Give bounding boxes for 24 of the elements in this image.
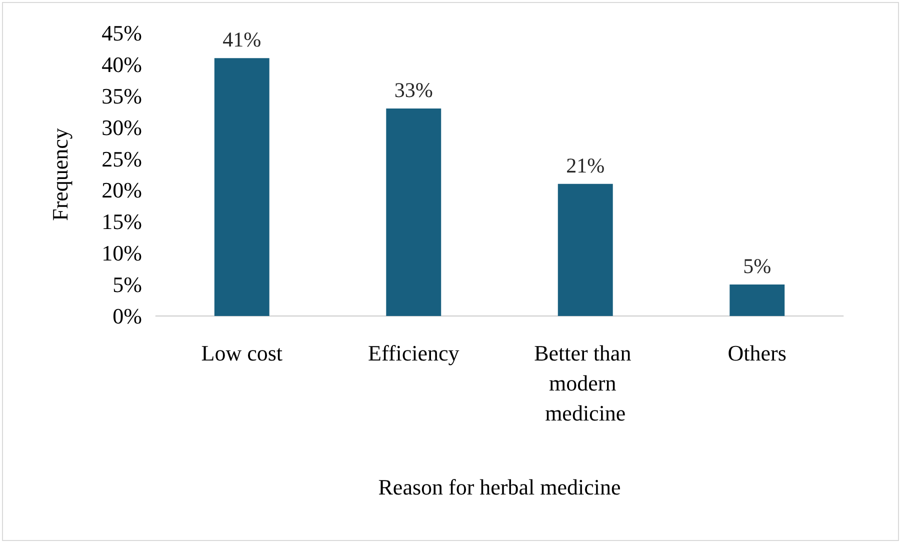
y-tick-label: 35% <box>102 83 142 108</box>
y-tick-label: 0% <box>112 304 142 328</box>
x-tick-label: Better than modern medicine <box>534 340 637 426</box>
x-axis-title: Reason for herbal medicine <box>378 474 621 500</box>
x-tick-label: Efficiency <box>368 340 460 366</box>
x-tick-label: Low cost <box>201 340 283 366</box>
x-tick-label: Others <box>728 340 786 366</box>
data-label: 21% <box>566 153 605 178</box>
data-label: 5% <box>743 254 772 278</box>
y-tick-label: 15% <box>102 209 142 234</box>
y-tick-label: 5% <box>112 272 142 298</box>
bar <box>558 184 613 316</box>
bar <box>214 58 270 316</box>
bar <box>386 108 442 316</box>
y-tick-label: 45% <box>102 20 142 46</box>
data-label: 41% <box>222 28 262 52</box>
y-tick-label: 10% <box>102 240 142 266</box>
y-axis-title: Frequency <box>48 128 72 221</box>
bar <box>730 284 785 316</box>
y-tick-label: 25% <box>102 146 142 172</box>
y-tick-label: 40% <box>102 52 142 77</box>
y-tick-label: 30% <box>102 114 142 140</box>
data-label: 33% <box>394 78 433 102</box>
y-tick-label: 20% <box>102 178 142 203</box>
